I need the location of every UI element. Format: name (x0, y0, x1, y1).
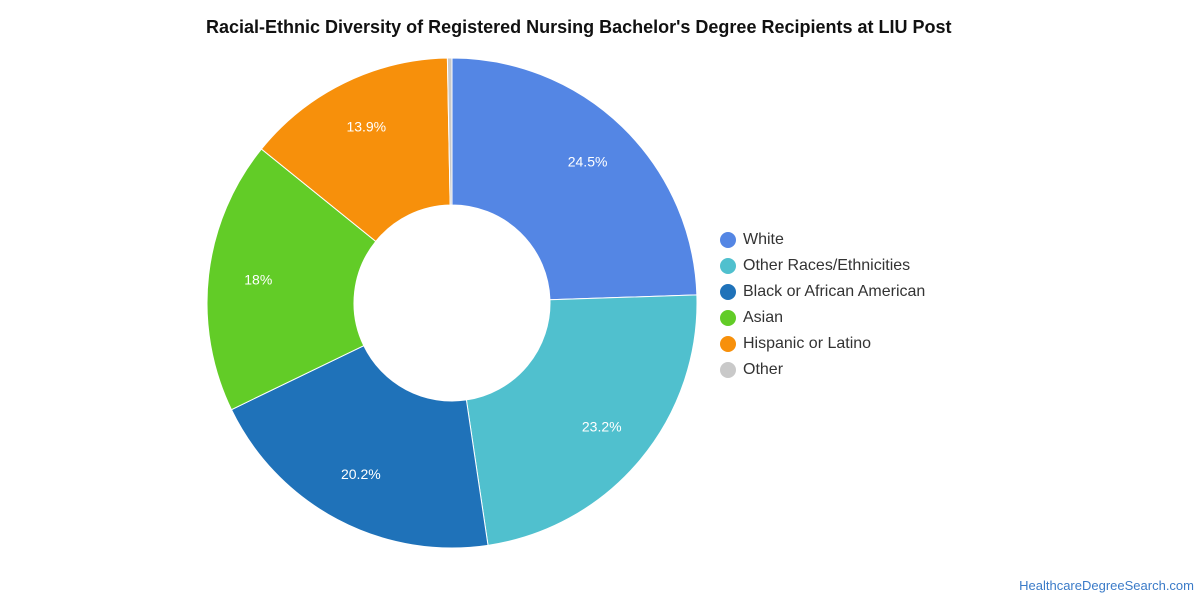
legend-item-other[interactable]: Other (720, 357, 925, 383)
legend-swatch (720, 336, 736, 352)
legend-swatch (720, 310, 736, 326)
slice-label-other-races-ethnicities: 23.2% (582, 419, 622, 435)
legend: White Other Races/Ethnicities Black or Afr… (720, 227, 925, 383)
legend-swatch (720, 284, 736, 300)
legend-label: Black or African American (743, 283, 926, 300)
slice-label-asian: 18% (244, 271, 272, 287)
slice-black-or-african-american[interactable] (230, 344, 489, 549)
slice-asian[interactable] (206, 148, 377, 411)
source-link[interactable]: HealthcareDegreeSearch.com (1019, 578, 1194, 593)
slice-other[interactable] (446, 57, 453, 206)
slice-white[interactable] (451, 57, 698, 301)
slice-other-races-ethnicities[interactable] (465, 294, 698, 546)
legend-swatch (720, 232, 736, 248)
legend-item-other-races-ethnicities[interactable]: Other Races/Ethnicities (720, 253, 925, 279)
legend-label: White (743, 231, 784, 248)
legend-item-hispanic-or-latino[interactable]: Hispanic or Latino (720, 331, 925, 357)
legend-swatch (720, 258, 736, 274)
chart-title: Racial-Ethnic Diversity of Registered Nu… (206, 17, 952, 37)
slice-label-hispanic-or-latino: 13.9% (346, 119, 386, 135)
legend-swatch (720, 362, 736, 378)
legend-label: Hispanic or Latino (743, 335, 872, 352)
legend-item-black-or-african-american[interactable]: Black or African American (720, 279, 925, 305)
slice-label-black-or-african-american: 20.2% (341, 466, 381, 482)
legend-label: Asian (743, 309, 784, 326)
legend-item-white[interactable]: White (720, 227, 925, 253)
legend-item-asian[interactable]: Asian (720, 305, 925, 331)
legend-label: Other Races/Ethnicities (743, 257, 911, 274)
slice-labels: 24.5% 23.2% 20.2% 18% 13.9% (244, 119, 621, 483)
legend-label: Other (743, 361, 784, 378)
donut-slices (206, 57, 698, 549)
slice-hispanic-or-latino[interactable] (260, 57, 451, 243)
slice-label-white: 24.5% (568, 154, 608, 170)
